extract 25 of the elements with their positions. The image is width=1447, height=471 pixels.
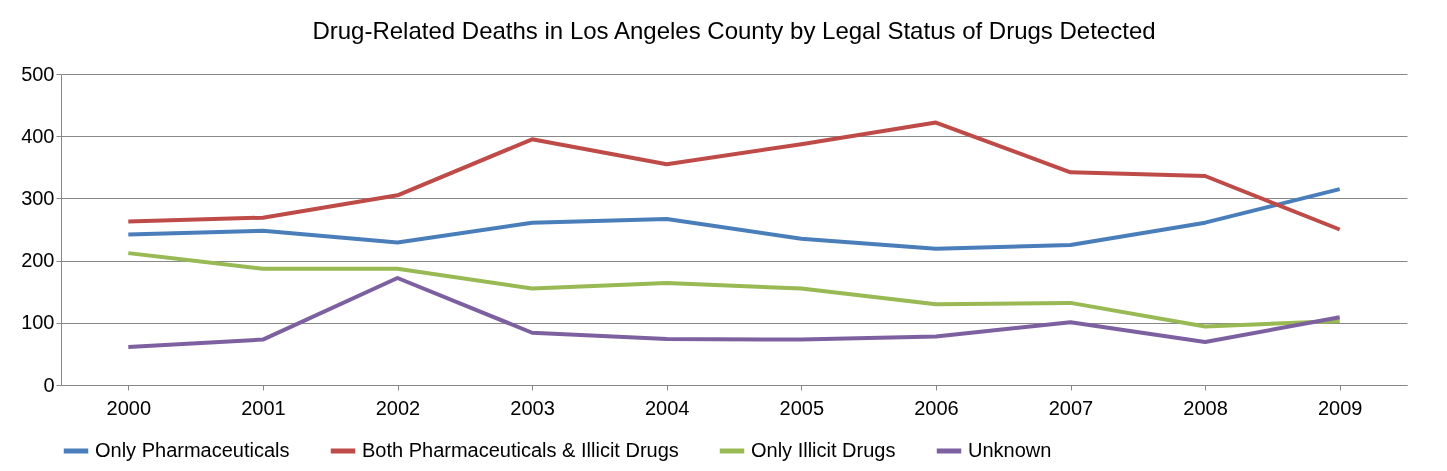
line-series	[126, 187, 1342, 251]
x-tick-label: 2001	[241, 396, 286, 419]
x-tick-label: 2008	[1183, 396, 1228, 419]
y-tick-label: 0	[43, 373, 55, 396]
x-tick-label: 2004	[644, 396, 690, 419]
x-tick-label: 2005	[779, 396, 825, 419]
line-series	[126, 276, 1342, 350]
legend-label: Only Pharmaceuticals	[95, 439, 290, 461]
x-tick-label: 2003	[510, 396, 555, 419]
y-tick-label: 200	[21, 249, 55, 272]
legend-label: Only Illicit Drugs	[751, 439, 896, 461]
x-tick-label: 2000	[106, 396, 152, 419]
line-series	[126, 120, 1342, 232]
y-tick-label: 100	[21, 311, 55, 334]
x-tick-label: 2009	[1317, 396, 1363, 419]
x-tick-label: 2006	[914, 396, 959, 419]
chart-title: Drug-Related Deaths in Los Angeles County by Legal Status of Drugs Detected	[312, 17, 1156, 44]
x-tick-label: 2007	[1048, 396, 1094, 419]
y-tick-label: 400	[21, 124, 55, 147]
y-tick-label: 500	[21, 62, 55, 85]
y-tick-label: 300	[21, 186, 55, 209]
legend-label: Unknown	[968, 439, 1052, 461]
line-series	[126, 251, 1342, 329]
legend-label: Both Pharmaceuticals & Illicit Drugs	[362, 439, 679, 461]
x-tick-label: 2002	[375, 396, 421, 419]
